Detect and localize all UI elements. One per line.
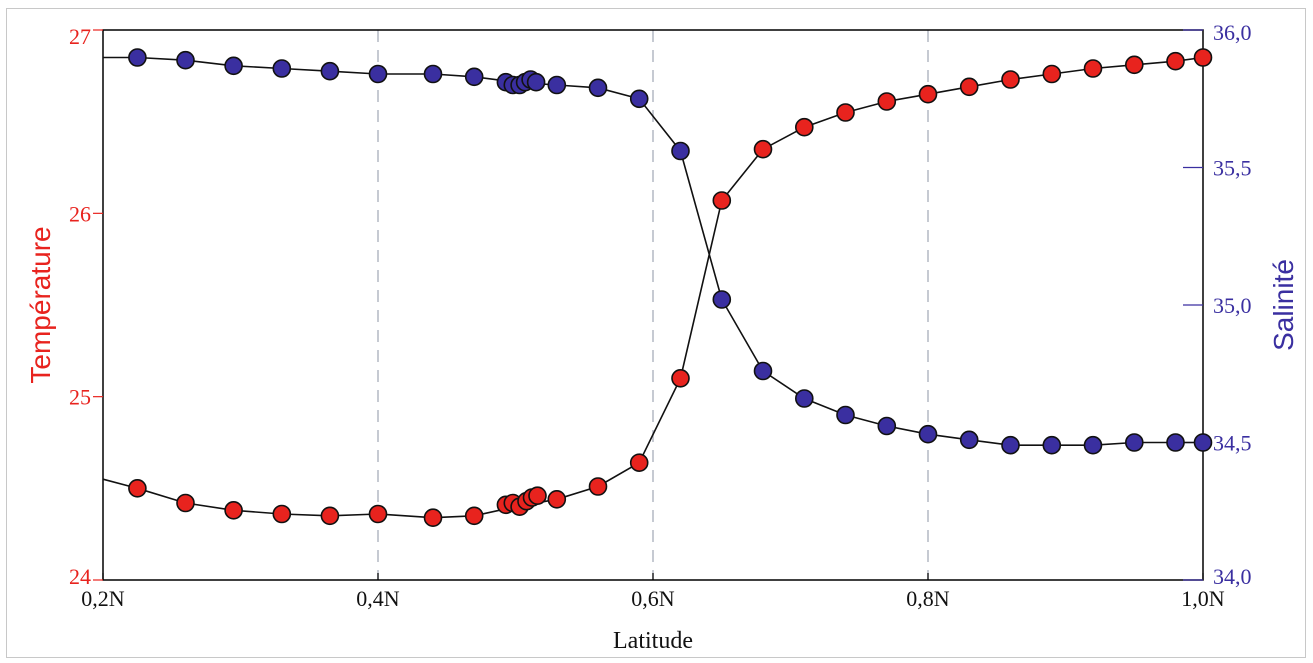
series-0-point-4 [320, 506, 340, 526]
series-1-point-23 [918, 424, 938, 444]
series-markers [128, 48, 1213, 528]
series-lines [102, 56, 1204, 519]
series-0-point-24 [959, 77, 979, 97]
vertical-gridlines [377, 30, 929, 580]
series-1-point-14 [547, 75, 567, 95]
series-0-point-16 [629, 453, 649, 473]
series-0-point-27 [1083, 59, 1103, 78]
left-y-axis-ticks: 24 25 26 27 [69, 24, 103, 589]
series-0-point-22 [877, 92, 897, 111]
series-0-point-30 [1193, 48, 1213, 67]
series-0-point-6 [423, 508, 443, 528]
series-0-point-20 [794, 117, 814, 137]
series-0-point-17 [671, 368, 690, 388]
series-1-point-22 [877, 416, 897, 436]
series-0-point-3 [272, 504, 292, 524]
series-line-0 [102, 56, 1204, 519]
series-0-point-15 [588, 477, 608, 496]
series-0-point-1 [176, 493, 195, 513]
right-y-tick-label-2: 35,0 [1213, 293, 1252, 318]
series-1-point-30 [1193, 433, 1213, 452]
series-1-point-4 [320, 61, 340, 81]
series-1-point-16 [629, 89, 649, 109]
series-0-point-13 [528, 486, 547, 506]
series-1-point-21 [836, 405, 855, 425]
x-tick-label-4: 1,0N [1181, 586, 1225, 611]
series-1-point-0 [128, 48, 147, 67]
series-0-point-26 [1042, 64, 1062, 84]
right-y-tick-label-3: 35,5 [1213, 156, 1252, 181]
right-y-axis-title: Salinité [1268, 259, 1299, 351]
series-1-point-6 [423, 64, 443, 84]
right-y-tick-label-1: 34,5 [1213, 431, 1252, 456]
series-1-point-20 [794, 389, 814, 408]
series-1-point-15 [588, 78, 608, 98]
x-tick-label-2: 0,6N [631, 586, 675, 611]
left-y-axis-title: Température [25, 226, 56, 383]
x-axis-title: Latitude [613, 628, 693, 654]
series-1-point-24 [959, 430, 979, 450]
right-y-axis-ticks: 34,0 34,5 35,0 35,5 36,0 [1183, 20, 1252, 589]
right-y-tick-label-4: 36,0 [1213, 20, 1252, 45]
series-0-point-5 [368, 504, 388, 524]
x-tick-label-3: 0,8N [906, 586, 950, 611]
series-0-point-28 [1125, 55, 1144, 75]
series-1-point-26 [1042, 435, 1062, 455]
series-1-point-3 [272, 59, 292, 78]
series-1-point-28 [1125, 433, 1144, 452]
series-0-point-7 [464, 506, 484, 526]
series-0-point-29 [1166, 51, 1185, 71]
series-0-point-2 [224, 500, 243, 520]
series-1-point-1 [176, 50, 195, 70]
left-y-tick-label-2: 26 [69, 201, 91, 226]
series-1-point-17 [671, 141, 690, 161]
left-y-tick-label-0: 24 [69, 564, 91, 589]
series-0-point-25 [1001, 70, 1020, 89]
x-tick-label-0: 0,2N [81, 586, 125, 611]
x-tick-label-1: 0,4N [356, 586, 400, 611]
series-1-point-29 [1166, 433, 1185, 452]
figure-frame [6, 8, 1306, 658]
series-1-point-5 [368, 64, 388, 84]
series-1-point-7 [464, 67, 484, 87]
series-1-point-13 [526, 72, 546, 92]
series-1-point-18 [712, 290, 732, 309]
series-1-point-2 [224, 56, 243, 76]
series-0-point-19 [753, 139, 773, 159]
left-y-tick-label-3: 27 [69, 24, 91, 49]
series-1-point-25 [1001, 435, 1020, 455]
right-y-tick-label-0: 34,0 [1213, 564, 1252, 589]
series-0-point-14 [547, 489, 567, 509]
left-y-tick-label-1: 25 [69, 385, 91, 410]
series-0-point-18 [712, 191, 732, 210]
series-0-point-21 [836, 103, 855, 122]
x-axis-ticks: 0,2N 0,4N 0,6N 0,8N 1,0N [81, 573, 1225, 611]
series-0-point-0 [128, 478, 147, 498]
series-1-point-19 [753, 361, 773, 381]
series-0-point-23 [918, 84, 938, 104]
series-1-point-27 [1083, 435, 1103, 455]
